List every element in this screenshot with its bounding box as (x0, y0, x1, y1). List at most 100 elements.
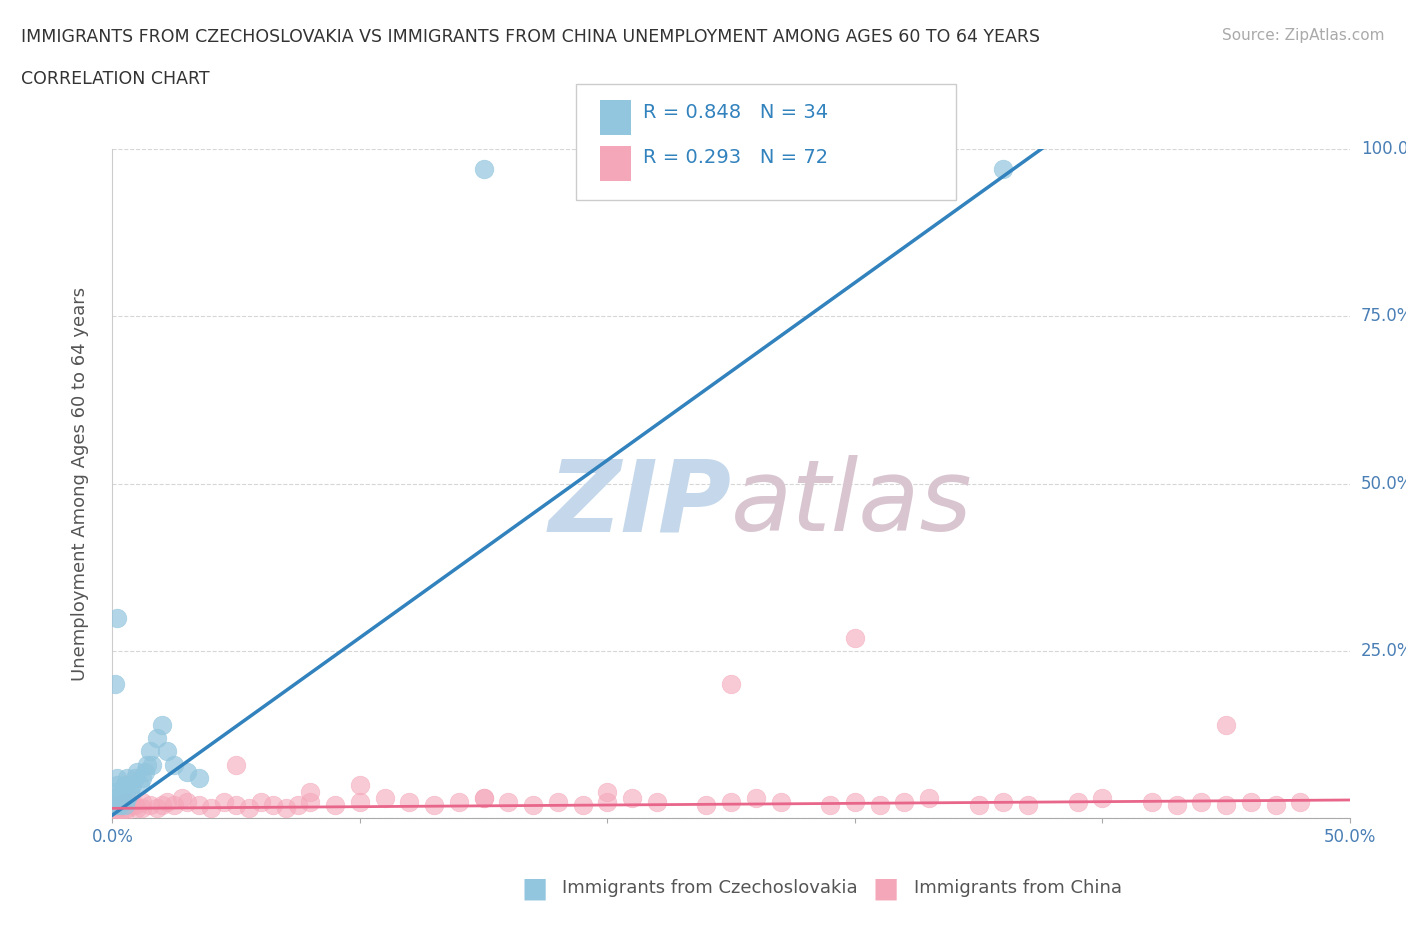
Point (1166, 798, 1188, 813)
Point (117, 771, 139, 786)
Point (967, 798, 990, 813)
Point (225, 757, 247, 772)
Text: 25.0%: 25.0% (1361, 642, 1406, 660)
Point (104, 798, 127, 813)
Point (114, 804, 136, 819)
Point (131, 801, 153, 816)
Point (108, 798, 131, 813)
Point (111, 790, 134, 805)
Point (720, 794, 742, 809)
Point (212, 794, 235, 809)
Point (138, 744, 160, 759)
Point (1140, 794, 1163, 809)
Text: R = 0.293   N = 72: R = 0.293 N = 72 (643, 148, 828, 166)
Point (108, 804, 131, 819)
Point (1066, 794, 1088, 809)
Point (844, 794, 866, 809)
Point (571, 798, 593, 813)
Point (472, 790, 495, 805)
Point (349, 794, 371, 809)
Point (146, 731, 169, 746)
Text: Source: ZipAtlas.com: Source: ZipAtlas.com (1222, 28, 1385, 43)
Point (107, 777, 129, 792)
Point (111, 784, 134, 799)
Point (869, 798, 891, 813)
Point (621, 790, 644, 805)
Text: atlas: atlas (731, 455, 973, 552)
Text: ■: ■ (873, 874, 898, 902)
Point (146, 801, 169, 816)
Point (141, 757, 163, 772)
Point (104, 677, 127, 692)
Point (176, 764, 198, 779)
Point (398, 794, 420, 809)
Point (547, 794, 569, 809)
Point (128, 777, 150, 792)
Point (918, 790, 941, 805)
Text: R = 0.848   N = 34: R = 0.848 N = 34 (643, 103, 828, 122)
Point (163, 757, 186, 772)
Text: 50.0%: 50.0% (1361, 474, 1406, 493)
Point (1215, 798, 1237, 813)
Point (472, 790, 495, 805)
Point (1017, 798, 1039, 813)
Point (262, 798, 284, 813)
Point (720, 677, 742, 692)
Text: 75.0%: 75.0% (1361, 307, 1406, 326)
Point (118, 784, 141, 799)
Text: 100.0%: 100.0% (1361, 140, 1406, 158)
Point (107, 798, 129, 813)
Point (188, 771, 211, 786)
Point (107, 610, 129, 625)
Point (498, 794, 520, 809)
Point (423, 798, 446, 813)
Point (323, 798, 346, 813)
Point (150, 798, 173, 813)
Point (114, 798, 136, 813)
Point (893, 794, 915, 809)
Point (170, 790, 193, 805)
Point (134, 764, 156, 779)
Point (522, 798, 544, 813)
Point (138, 798, 160, 813)
Point (108, 790, 131, 805)
Point (645, 794, 668, 809)
Point (1240, 794, 1263, 809)
Point (1215, 717, 1237, 732)
Point (993, 794, 1015, 809)
Point (104, 784, 127, 799)
Text: ZIP: ZIP (548, 455, 731, 552)
Point (993, 162, 1015, 177)
Point (250, 794, 273, 809)
Point (104, 790, 127, 805)
Point (107, 801, 129, 816)
Text: IMMIGRANTS FROM CZECHOSLOVAKIA VS IMMIGRANTS FROM CHINA UNEMPLOYMENT AMONG AGES : IMMIGRANTS FROM CZECHOSLOVAKIA VS IMMIGR… (21, 28, 1040, 46)
Point (136, 757, 159, 772)
Point (374, 790, 396, 805)
Point (150, 717, 173, 732)
Point (188, 798, 211, 813)
Point (769, 794, 792, 809)
Point (131, 771, 153, 786)
Point (200, 801, 222, 816)
Point (818, 798, 841, 813)
Point (124, 771, 146, 786)
Point (1289, 794, 1312, 809)
Point (127, 764, 149, 779)
Point (114, 777, 136, 792)
Point (131, 794, 153, 809)
Point (163, 798, 186, 813)
Point (695, 798, 717, 813)
Point (596, 784, 619, 799)
Point (225, 798, 247, 813)
Point (127, 801, 149, 816)
Point (1091, 790, 1114, 805)
Point (596, 794, 619, 809)
Point (121, 798, 143, 813)
Point (1264, 798, 1286, 813)
Point (156, 744, 179, 759)
Point (107, 771, 129, 786)
Point (447, 794, 470, 809)
Point (299, 794, 322, 809)
Point (117, 801, 139, 816)
